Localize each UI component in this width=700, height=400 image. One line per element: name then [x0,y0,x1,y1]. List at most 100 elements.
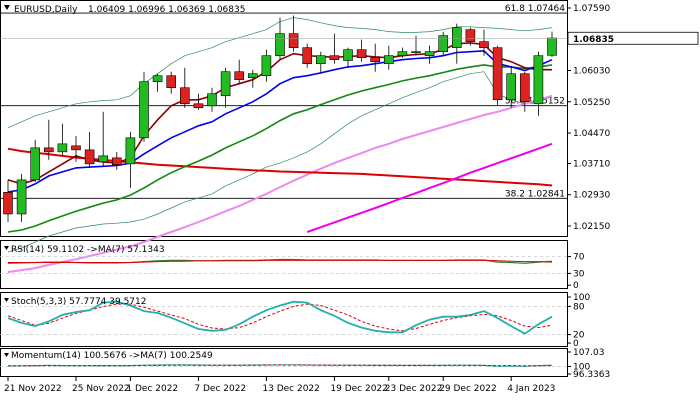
candle [302,43,313,68]
candle [275,17,285,60]
bull-candle-body [261,55,272,77]
bull-candle-body [207,93,217,107]
date-tick-label: 23 Dec 2022 [385,384,443,394]
bull-candle-body [315,55,326,65]
date-tick-label: 1 Dec 2022 [126,384,178,394]
date-tick-label: 13 Dec 2022 [262,384,320,394]
bull-candle-body [152,75,163,83]
ma-green-line [7,64,553,233]
candle [152,73,163,92]
bull-candle-body [383,55,394,65]
candle [370,43,381,72]
bull-candle-body [451,27,462,48]
momentum-panel-frame [0,348,568,377]
bull-candle-body [57,143,68,153]
candle [207,87,217,112]
candle [465,27,476,46]
bull-candle-body [424,51,435,56]
candle [315,51,326,74]
bear-candle-body [329,55,340,60]
bull-candle-body [343,49,353,61]
bull-candle-body [533,55,544,105]
bull-candle-body [547,37,557,56]
symbol-label: EURUSD,Daily [14,5,78,15]
bull-candle-body [506,73,517,101]
candlesticks [3,15,557,222]
price-tick-label: 1.04470 [573,129,610,139]
price-tick-label: 1.06030 [573,67,610,77]
candle [424,45,435,64]
candle [125,131,136,188]
candle [139,71,149,142]
bear-candle-body [43,147,54,153]
bear-candle-body [166,75,176,89]
bear-candle-body [3,192,13,215]
bull-candle-body [397,51,408,56]
stoch-main-line [7,300,553,335]
bull-candle-body [411,51,421,53]
bear-candle-body [519,73,530,103]
price-axis: 1.07590 1.06835 1.06030 1.05250 1.04470 1.037… [0,4,699,232]
price-tick-label: 1.02930 [573,191,610,201]
momentum-header: Momentum(14) 100.5676 ->MA(7) 100.2549 [4,351,213,361]
candle [356,39,367,62]
candle [57,123,68,156]
stoch-label: Stoch(5,3,3) 57.7774 39.5712 [11,297,146,307]
candle [288,15,299,52]
bear-candle-body [492,47,503,101]
candle [43,119,54,160]
momentum-ma-line [8,364,552,367]
candle [3,179,13,222]
stoch-tick-label: 20 [573,331,585,341]
candle [519,71,530,112]
bear-candle-body [193,103,204,109]
candle [98,111,108,166]
date-tick-label: 7 Dec 2022 [194,384,246,394]
chart-header: EURUSD,Daily 1.06409 1.06996 1.06369 1.0… [4,5,245,15]
bear-candle-body [479,41,489,48]
bull-candle-body [139,81,149,139]
bull-candle-body [16,179,27,215]
momentum-tick-label: 100 [573,362,590,372]
candle [261,49,272,82]
bollinger-lower-line [7,71,553,253]
stoch-header: Stoch(5,3,3) 57.7774 39.5712 [4,297,146,307]
candle [166,71,176,94]
collapse-triangle-icon [4,5,10,10]
collapse-triangle-icon [4,298,9,302]
price-tick-label: 1.05250 [573,98,610,108]
collapse-triangle-icon [4,353,9,357]
rsi-ma-line [8,259,553,263]
rsi-tick-label: 0 [573,281,579,291]
momentum-label: Momentum(14) 100.5676 ->MA(7) 100.2549 [11,351,213,361]
bear-candle-body [180,87,190,105]
candle [492,45,503,106]
stoch-signal-line [7,303,553,332]
date-tick-label: 29 Dec 2022 [439,384,497,394]
bear-candle-body [370,57,381,63]
candle [383,45,394,70]
bull-candle-body [248,73,258,79]
current-price-label: 1.06835 [573,35,614,45]
date-tick-label: 21 Nov 2022 [4,384,62,394]
bear-candle-body [465,29,476,42]
ohlc-values: 1.06409 1.06996 1.06369 1.06835 [88,5,245,15]
bear-candle-body [84,149,95,165]
stoch-tick-label: 80 [573,302,585,312]
bull-candle-body [275,33,285,56]
current-price-box [567,31,699,45]
candle [193,93,204,110]
candle [248,69,258,88]
rsi-panel-frame [0,240,568,289]
price-tick-label: 1.03710 [573,159,610,169]
candle [411,35,421,56]
ma-pink-line [7,94,553,274]
date-tick-label: 19 Dec 2022 [330,384,388,394]
collapse-triangle-icon [4,246,9,250]
bear-candle-body [288,33,299,48]
candle [84,131,95,168]
candle [16,173,27,222]
bear-candle-body [356,49,367,58]
